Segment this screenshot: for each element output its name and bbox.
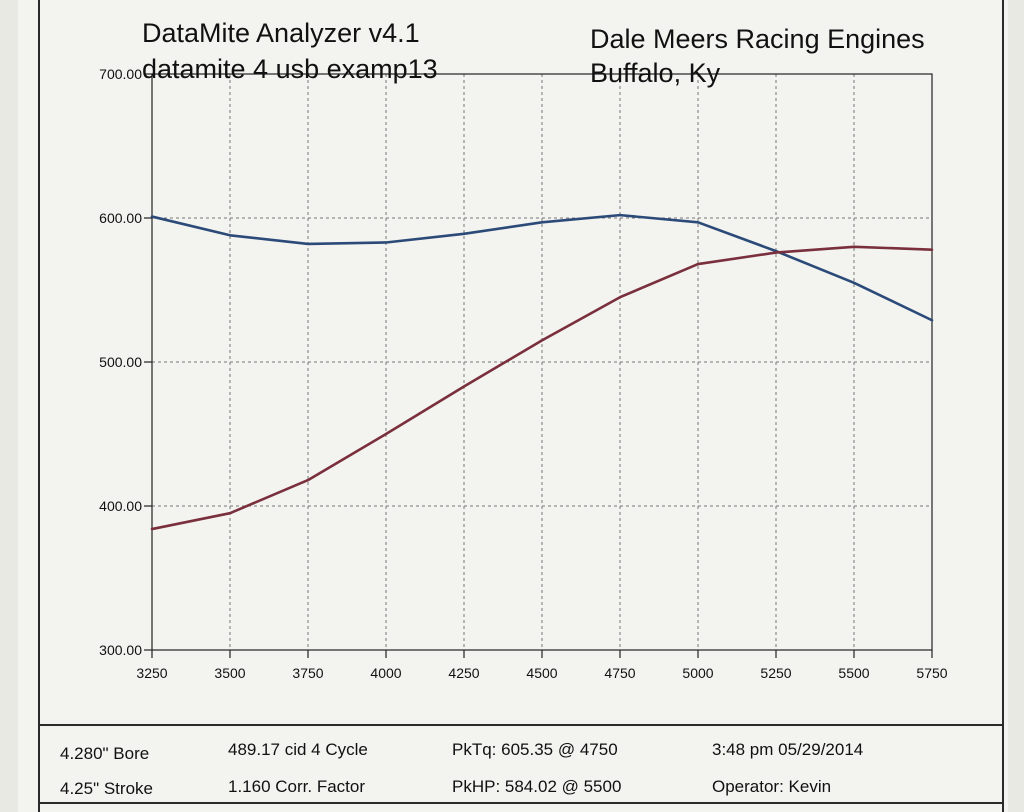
peak-hp-value: PkHP: 584.02 @ 5500 [452, 777, 622, 796]
peak-torque-value: PkTq: 605.35 @ 4750 [452, 740, 618, 759]
axis-layer [144, 73, 933, 658]
series-layer [150, 213, 934, 531]
stroke-value: 4.25" Stroke [60, 779, 153, 798]
x-tick-label: 4000 [370, 665, 401, 681]
app-title: DataMite Analyzer v4.1 [142, 18, 420, 48]
x-tick-label: 4750 [604, 665, 635, 681]
y-tick-label: 300.00 [99, 642, 142, 658]
x-tick-label: 3500 [214, 665, 245, 681]
y-tick-label: 500.00 [99, 354, 142, 370]
file-name: datamite 4 usb examp13 [142, 54, 438, 84]
company-name: Dale Meers Racing Engines [590, 24, 925, 54]
operator-name: Operator: Kevin [712, 777, 832, 796]
company-location: Buffalo, Ky [590, 58, 721, 88]
grid-layer [152, 74, 932, 650]
hp-curve [150, 245, 934, 531]
test-datetime: 3:48 pm 05/29/2014 [712, 740, 864, 759]
x-tick-label: 3750 [292, 665, 323, 681]
tick-label-layer: 3250 3500 3750 4000 4250 4500 4750 5000 5250 5500… [99, 66, 948, 681]
paper-sheet [18, 0, 1008, 812]
frame-right-border [1002, 0, 1004, 812]
frame-left-border [38, 0, 40, 812]
footer-top-border [38, 724, 1004, 726]
cid-cycle-value: 489.17 cid 4 Cycle [228, 740, 368, 759]
x-tick-label: 5750 [916, 665, 947, 681]
bore-value: 4.280" Bore [60, 744, 150, 763]
x-tick-label: 4250 [448, 665, 479, 681]
x-tick-label: 4500 [526, 665, 557, 681]
y-tick-label: 700.00 [99, 66, 142, 82]
torque-curve [150, 213, 934, 322]
x-tick-label: 5250 [760, 665, 791, 681]
x-tick-label: 5500 [838, 665, 869, 681]
x-tick-label: 3250 [136, 665, 167, 681]
correction-factor-value: 1.160 Corr. Factor [228, 777, 366, 796]
x-tick-label: 5000 [682, 665, 713, 681]
dyno-chart: 3250 3500 3750 4000 4250 4500 4750 5000 5250 5500… [99, 66, 948, 681]
y-tick-label: 400.00 [99, 498, 142, 514]
y-tick-label: 600.00 [99, 210, 142, 226]
footer-bottom-border [38, 802, 1004, 804]
